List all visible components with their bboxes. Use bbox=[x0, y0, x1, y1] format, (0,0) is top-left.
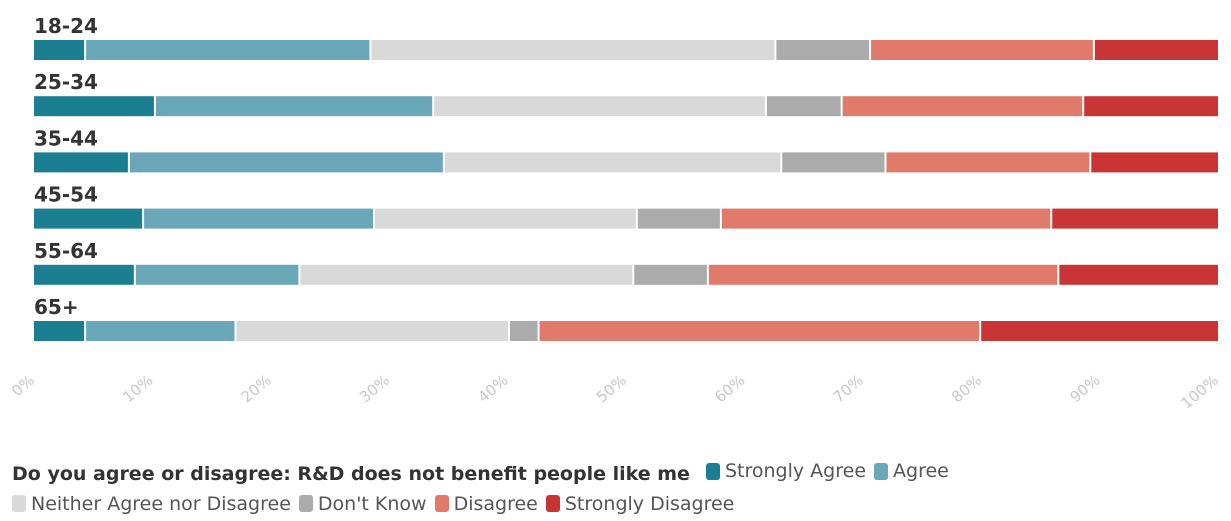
bar-segment-18-24-strongly-agree bbox=[34, 40, 85, 60]
bar-segment-35-44-strongly-disagree bbox=[1091, 152, 1218, 173]
legend-label-strongly-disagree: Strongly Disagree bbox=[564, 492, 735, 515]
row-label-45-54: 45-54 bbox=[34, 183, 98, 207]
x-tick-label: 40% bbox=[474, 371, 511, 406]
legend-label-don-t-know: Don't Know bbox=[317, 492, 427, 515]
bar-segment-65-agree bbox=[86, 321, 235, 341]
bar-segment-25-34-strongly-agree bbox=[34, 96, 154, 117]
bar-segment-65-disagree bbox=[539, 321, 980, 341]
legend-swatch-strongly-agree bbox=[705, 462, 720, 480]
bar-segment-35-44-disagree bbox=[886, 152, 1090, 173]
bar-segment-45-54-neither-agree-nor-disagree bbox=[374, 208, 636, 229]
bar-segment-18-24-neither-agree-nor-disagree bbox=[371, 40, 775, 60]
legend-swatch-agree bbox=[874, 462, 889, 480]
legend-item-strongly-agree: Strongly Agree bbox=[705, 456, 867, 486]
x-tick-label: 70% bbox=[830, 371, 867, 406]
bar-segment-65-don-t-know bbox=[509, 321, 538, 341]
bar-segment-65-strongly-disagree bbox=[981, 321, 1218, 341]
bar-segment-45-54-don-t-know bbox=[637, 208, 720, 229]
legend-item-neither-agree-nor-disagree: Neither Agree nor Disagree bbox=[12, 489, 291, 519]
bar-segment-35-44-neither-agree-nor-disagree bbox=[444, 152, 781, 173]
bar-segment-35-44-don-t-know bbox=[782, 152, 885, 173]
x-tick-label: 10% bbox=[119, 371, 156, 406]
x-tick-label: 0% bbox=[8, 371, 38, 400]
bar-segment-18-24-agree bbox=[86, 40, 370, 60]
bar-segment-35-44-agree bbox=[129, 152, 443, 173]
bar-segment-25-34-don-t-know bbox=[766, 96, 841, 117]
bar-segment-18-24-strongly-disagree bbox=[1094, 40, 1218, 60]
x-tick-label: 50% bbox=[593, 371, 630, 406]
legend-item-agree: Agree bbox=[874, 456, 949, 486]
legend-item-strongly-disagree: Strongly Disagree bbox=[545, 489, 735, 519]
bar-segment-35-44-strongly-agree bbox=[34, 152, 128, 173]
bar-segment-25-34-strongly-disagree bbox=[1084, 96, 1218, 117]
bar-segment-55-64-neither-agree-nor-disagree bbox=[300, 264, 633, 285]
legend-swatch-neither-agree-nor-disagree bbox=[12, 495, 26, 512]
bar-segment-55-64-disagree bbox=[708, 264, 1058, 285]
bar-segment-45-54-strongly-disagree bbox=[1052, 208, 1218, 229]
legend-item-don-t-know: Don't Know bbox=[298, 489, 427, 519]
legend-label-agree: Agree bbox=[893, 460, 949, 482]
bar-segment-25-34-neither-agree-nor-disagree bbox=[434, 96, 765, 117]
legend-label-neither-agree-nor-disagree: Neither Agree nor Disagree bbox=[31, 492, 291, 515]
legend-swatch-strongly-disagree bbox=[545, 495, 560, 512]
bar-segment-18-24-disagree bbox=[871, 40, 1093, 60]
bar-segment-55-64-strongly-agree bbox=[34, 264, 134, 285]
bar-segment-25-34-disagree bbox=[842, 96, 1083, 117]
bar-segment-65-strongly-agree bbox=[34, 321, 85, 341]
legend-item-disagree: Disagree bbox=[434, 489, 538, 519]
bar-segment-45-54-disagree bbox=[721, 208, 1051, 229]
x-tick-label: 100% bbox=[1178, 371, 1222, 412]
legend: Do you agree or disagree: R&D does not b… bbox=[12, 456, 1212, 521]
bar-segment-25-34-agree bbox=[155, 96, 433, 117]
bar-segment-45-54-strongly-agree bbox=[34, 208, 143, 229]
row-label-35-44: 35-44 bbox=[34, 126, 98, 150]
bar-segment-65-neither-agree-nor-disagree bbox=[236, 321, 508, 341]
bar-segment-55-64-don-t-know bbox=[634, 264, 707, 285]
legend-label-disagree: Disagree bbox=[453, 492, 538, 515]
bar-segment-55-64-strongly-disagree bbox=[1059, 264, 1218, 285]
legend-swatch-disagree bbox=[434, 495, 449, 512]
legend-swatch-don-t-know bbox=[298, 495, 313, 512]
bars-layer bbox=[34, 40, 1218, 341]
bar-segment-45-54-agree bbox=[144, 208, 373, 229]
x-tick-label: 30% bbox=[356, 371, 393, 406]
bar-segment-18-24-don-t-know bbox=[776, 40, 870, 60]
row-label-65: 65+ bbox=[34, 295, 79, 319]
row-label-18-24: 18-24 bbox=[34, 14, 98, 38]
bar-segment-55-64-agree bbox=[135, 264, 299, 285]
x-tick-label: 60% bbox=[711, 371, 748, 406]
row-label-55-64: 55-64 bbox=[34, 239, 98, 263]
x-tick-label: 90% bbox=[1066, 371, 1103, 406]
row-label-25-34: 25-34 bbox=[34, 70, 98, 94]
legend-title: Do you agree or disagree: R&D does not b… bbox=[12, 462, 690, 485]
row-labels-layer: 18-24 25-34 35-44 45-54 55-64 65+ bbox=[34, 14, 98, 319]
legend-label-strongly-agree: Strongly Agree bbox=[724, 460, 867, 482]
x-axis-ticks: 0% 10% 20% 30% 40% 50% 60% 70% 80% 90% 100% bbox=[8, 371, 1222, 412]
x-tick-label: 80% bbox=[948, 371, 985, 406]
x-tick-label: 20% bbox=[238, 371, 275, 406]
